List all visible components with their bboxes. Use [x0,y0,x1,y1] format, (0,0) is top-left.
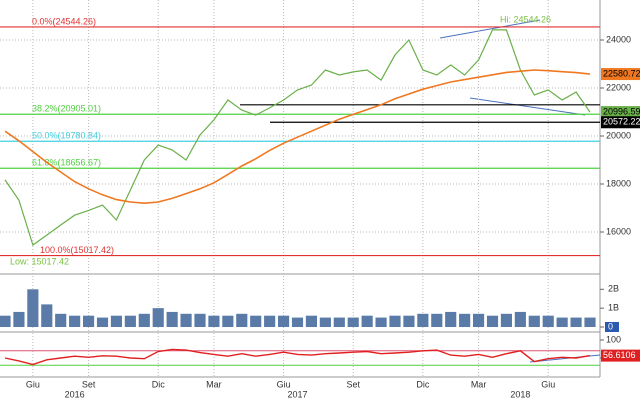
volume-bar [138,313,150,327]
value-box-label: 56.6106 [603,350,636,360]
volume-bar [236,313,248,327]
y-tick-label: 20000 [606,130,631,140]
volume-bar [96,317,109,327]
x-tick-label: Giu [277,379,291,389]
volume-bar [166,311,178,327]
volume-bar [417,313,429,327]
fib-label: 38.2%(20905.01) [32,104,101,114]
value-box [601,68,640,81]
value-box-label: 20996.59 [603,106,640,116]
volume-bar [27,289,39,327]
y-tick-label: 100 [606,334,621,344]
volume-bar [514,311,526,327]
volume-bar [528,315,540,327]
volume-bar [83,315,95,327]
volume-bar [250,315,262,327]
x-tick-label: Set [82,379,96,389]
annotation: Low: 15017.42 [10,256,69,266]
x-tick-label: Set [346,379,360,389]
fib-label: 100.0%(15017.42) [40,245,114,255]
volume-bar [0,315,11,327]
y-tick-label: 16000 [606,226,631,236]
volume-bar [570,317,582,327]
volume-bar [305,315,317,327]
price-line [4,69,591,205]
volume-bar [264,315,276,327]
volume-bar [152,308,164,327]
volume-bar [347,317,359,327]
value-box [605,322,619,332]
rsi-line [4,348,591,366]
volume-bar [124,315,136,327]
volume-bar [194,313,206,327]
volume-bar [389,315,401,327]
volume-bar [333,317,345,327]
volume-bar [459,313,471,327]
trend-line [439,19,541,39]
volume-bar [361,315,373,327]
volume-bar [69,315,81,327]
volume-bar [473,313,485,327]
fib-label: 0.0%(24544.26) [32,16,96,26]
y-tick-label: 1B [608,303,619,313]
annotation: Hi: 24544.26 [500,14,551,24]
volume-bar [375,317,387,327]
volume-bar [486,315,499,327]
x-tick-label: Mar [471,379,487,389]
trend-line [469,97,586,116]
volume-bar [556,317,568,327]
volume-bar [291,317,304,327]
volume-bar [13,311,25,327]
volume-bar [584,317,596,327]
y-tick-label: 18000 [606,178,631,188]
value-box [601,116,640,129]
volume-bar [445,311,457,327]
volume-bar [431,313,443,327]
fib-label: 61.8%(18656.67) [32,158,101,168]
year-label: 2017 [287,389,307,399]
volume-bar [208,315,220,327]
x-tick-label: Mar [206,379,222,389]
volume-bar [55,313,67,327]
x-tick-label: Giu [26,379,40,389]
value-box-label: 20572.22 [603,117,640,127]
volume-bar [222,315,234,327]
volume-bar [41,304,53,327]
volume-bar [319,317,331,327]
x-tick-label: Dic [416,379,429,389]
value-box-label: 22580.72 [603,68,640,78]
value-box [601,349,640,362]
volume-bar [403,315,415,327]
x-tick-label: Dic [152,379,165,389]
volume-bar [180,313,192,327]
fib-label: 50.0%(19780.84) [32,131,101,141]
y-tick-label: 0 [608,321,613,331]
volume-bar [542,315,554,327]
volume-bar [278,315,290,327]
value-box [601,106,640,119]
price-line [4,29,591,246]
volume-bar [500,313,512,327]
y-tick-label: 2B [608,284,619,294]
year-label: 2016 [65,389,85,399]
year-label: 2018 [510,389,530,399]
x-tick-label: Giu [541,379,555,389]
y-tick-label: 22000 [606,82,631,92]
volume-bar [110,315,122,327]
y-tick-label: 24000 [606,34,631,44]
